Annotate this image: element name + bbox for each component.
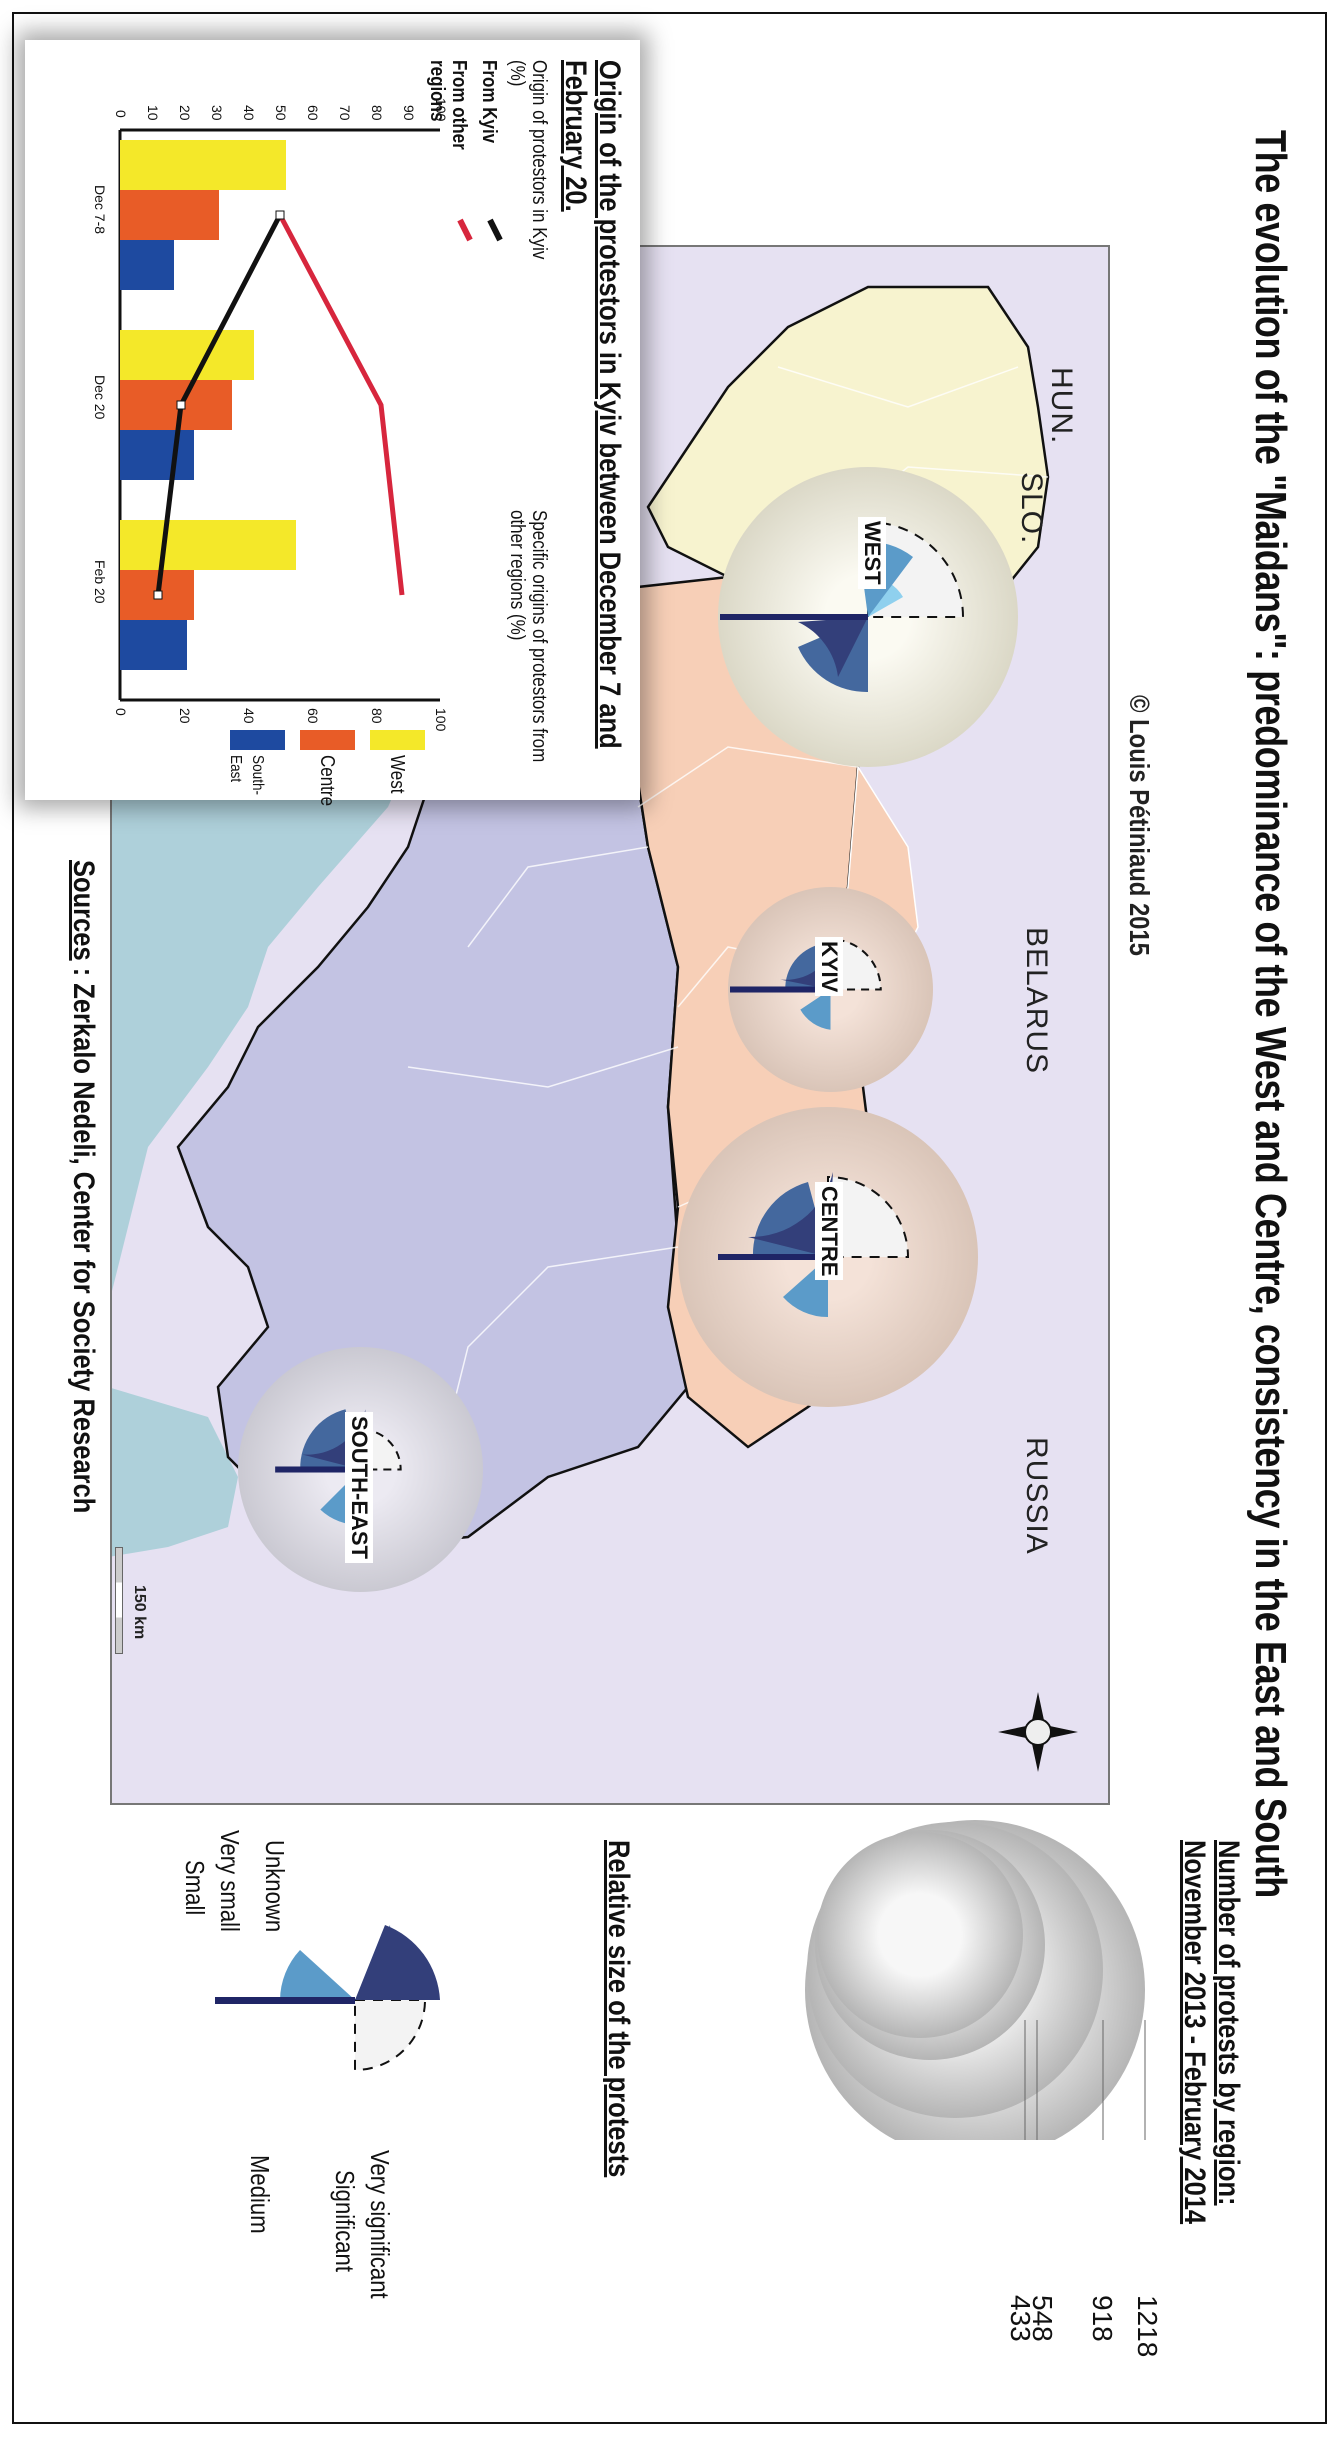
svg-text:10: 10 bbox=[145, 105, 161, 121]
svg-text:60: 60 bbox=[305, 708, 321, 724]
svg-text:Dec 20: Dec 20 bbox=[92, 375, 108, 420]
svg-text:Dec 7-8: Dec 7-8 bbox=[92, 185, 108, 234]
country-label-belarus: BELARUS bbox=[1020, 927, 1053, 1075]
size-label-medium: Medium bbox=[245, 2155, 275, 2234]
svg-text:Feb 20: Feb 20 bbox=[92, 560, 108, 604]
inset-chart-panel: Origin of the protestors in Kyiv between… bbox=[25, 40, 640, 806]
size-label-very-small: Very small bbox=[215, 1830, 245, 1932]
region-label-south-east: SOUTH-EAST bbox=[345, 1412, 373, 1563]
page-title: The evolution of the "Maidans": predomin… bbox=[1246, 130, 1295, 1898]
svg-text:20: 20 bbox=[177, 708, 193, 724]
scale-bar bbox=[115, 1547, 123, 1654]
legend-swatch-south-east bbox=[230, 730, 285, 750]
count-918: 918 bbox=[1087, 2295, 1118, 2342]
svg-text:20: 20 bbox=[177, 105, 193, 121]
svg-text:70: 70 bbox=[337, 105, 353, 121]
svg-text:100: 100 bbox=[433, 98, 449, 122]
scale-label: 150 km bbox=[131, 1585, 148, 1640]
count-bubbles bbox=[805, 1820, 1146, 2140]
sources-label: Sources bbox=[67, 860, 100, 961]
count-433: 433 bbox=[1005, 2295, 1036, 2342]
legend-label-south-east: South-East bbox=[227, 755, 266, 796]
svg-text:80: 80 bbox=[369, 708, 385, 724]
svg-text:40: 40 bbox=[241, 105, 257, 121]
sea-of-azov bbox=[110, 1387, 238, 1557]
copyright: © Louis Pétiniaud 2015 bbox=[1124, 695, 1155, 956]
svg-text:0: 0 bbox=[113, 110, 129, 118]
size-legend-title: Relative size of the protests bbox=[602, 1840, 635, 2178]
svg-text:90: 90 bbox=[401, 105, 417, 121]
country-label-russia: RUSSIA bbox=[1020, 1437, 1053, 1555]
legend-swatch-west bbox=[370, 730, 425, 750]
svg-text:50: 50 bbox=[273, 105, 289, 121]
inset-chart: 0 10 20 30 40 50 60 70 80 90 100 0 20 40 60 80 100 Dec … bbox=[92, 98, 503, 732]
rose-chart-west bbox=[720, 520, 965, 693]
sources-text: : Zerkalo Nedeli, Center for Society Res… bbox=[67, 960, 100, 1514]
svg-text:80: 80 bbox=[369, 105, 385, 121]
compass-icon bbox=[998, 1692, 1078, 1772]
count-1218: 1218 bbox=[1132, 2295, 1163, 2358]
country-label-hungary: HUN. bbox=[1045, 367, 1078, 445]
size-rose-legend bbox=[215, 1925, 440, 2072]
svg-text:40: 40 bbox=[241, 708, 257, 724]
svg-text:60: 60 bbox=[305, 105, 321, 121]
count-legend-title-1: Number of protests by region: bbox=[1212, 1840, 1245, 2206]
size-label-very-significant: Very significant bbox=[365, 2150, 395, 2299]
size-label-small: Small bbox=[180, 1860, 210, 1916]
sources: Sources : Zerkalo Nedeli, Center for Soc… bbox=[66, 860, 100, 1513]
size-label-significant: Significant bbox=[330, 2170, 360, 2272]
svg-text:100: 100 bbox=[433, 708, 449, 732]
size-label-unknown: Unknown bbox=[260, 1840, 290, 1933]
country-label-slovakia: SLO. bbox=[1015, 472, 1048, 545]
region-label-kyiv: KYIV bbox=[815, 937, 843, 997]
svg-text:0: 0 bbox=[113, 708, 129, 716]
region-label-west: WEST bbox=[858, 517, 886, 589]
region-label-centre: CENTRE bbox=[815, 1182, 843, 1281]
count-legend-title-2: November 2013 - February 2014 bbox=[1178, 1840, 1211, 2225]
legend-swatch-centre bbox=[300, 730, 355, 750]
svg-text:30: 30 bbox=[209, 105, 225, 121]
legend-label-centre: Centre bbox=[316, 755, 338, 807]
legend-label-west: West bbox=[386, 755, 408, 794]
